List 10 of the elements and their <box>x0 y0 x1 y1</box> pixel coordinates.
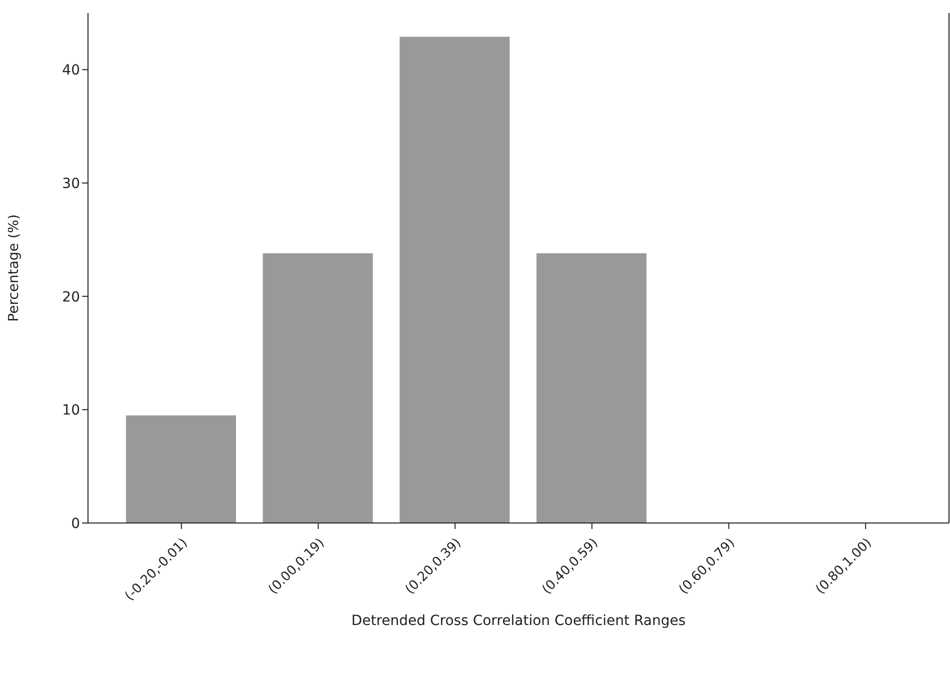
bar <box>536 253 646 523</box>
bar <box>400 36 510 523</box>
y-tick-label: 30 <box>62 176 80 192</box>
y-tick-label: 0 <box>71 516 80 532</box>
x-axis-title: Detrended Cross Correlation Coefficient Ranges <box>351 613 686 629</box>
y-tick-label: 10 <box>62 402 80 419</box>
y-tick-label: 20 <box>62 289 80 306</box>
y-tick-label: 40 <box>62 62 80 79</box>
bar <box>262 253 373 523</box>
bar <box>126 415 236 523</box>
